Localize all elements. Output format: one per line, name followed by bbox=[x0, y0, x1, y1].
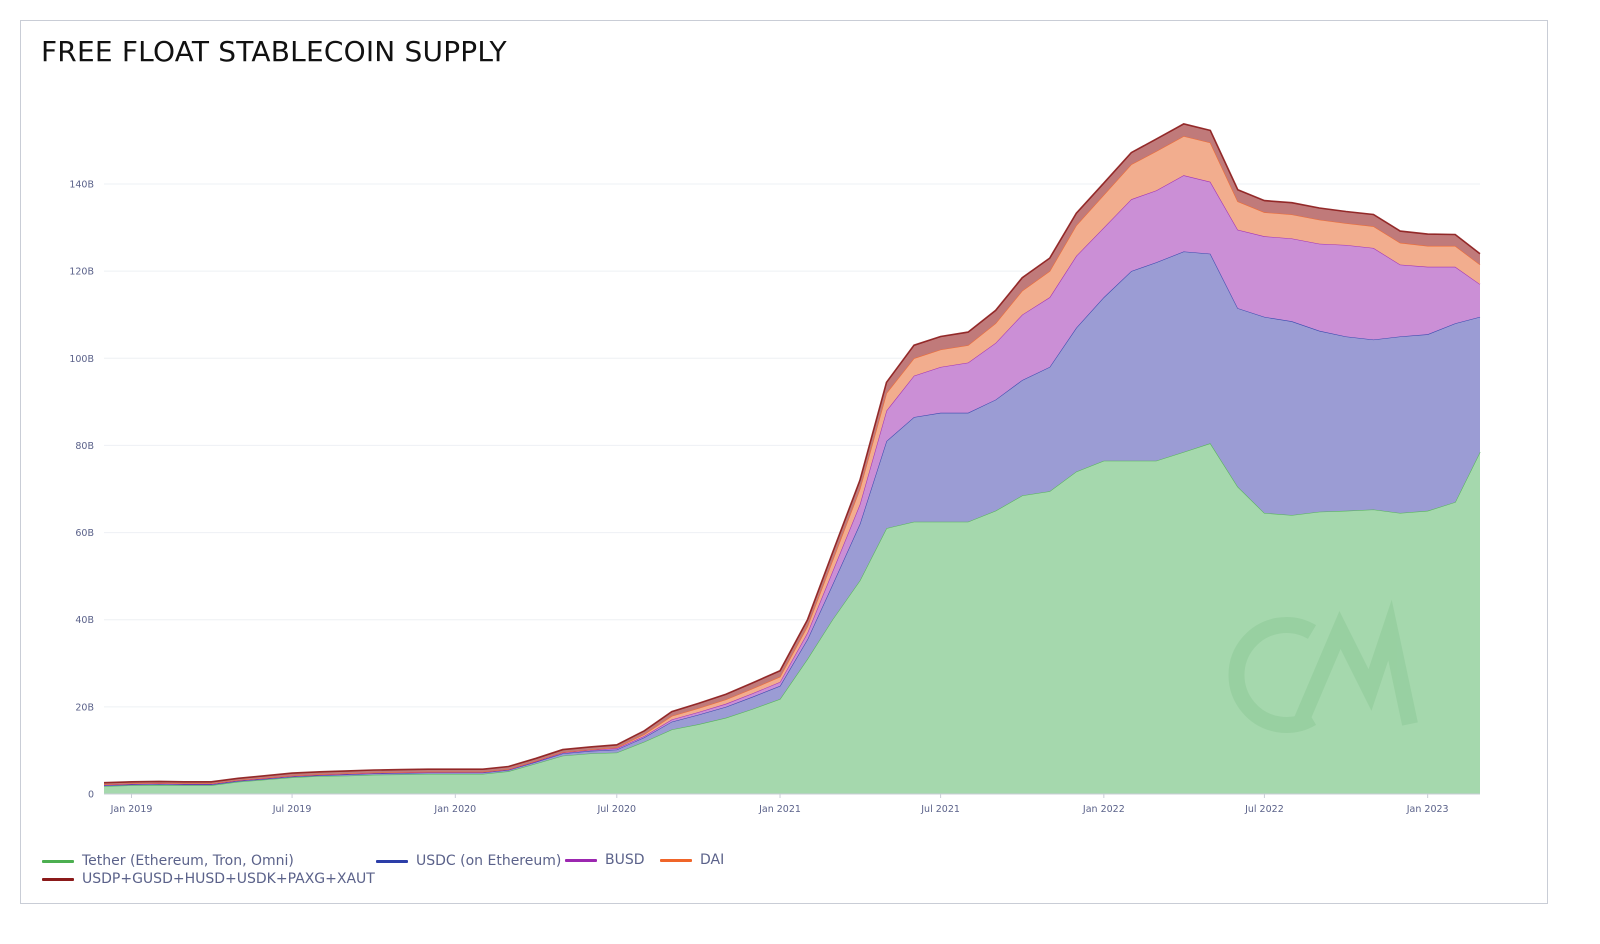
y-tick-label: 60B bbox=[75, 528, 94, 539]
x-tick-label: Jan 2020 bbox=[433, 804, 476, 815]
legend-item-others[interactable]: USDP+GUSD+HUSD+USDK+PAXG+XAUT bbox=[42, 871, 375, 887]
x-tick-label: Jul 2020 bbox=[596, 804, 636, 815]
legend-label-usdc: USDC (on Ethereum) bbox=[416, 853, 562, 869]
chart-title: FREE FLOAT STABLECOIN SUPPLY bbox=[41, 35, 507, 68]
y-tick-label: 80B bbox=[75, 441, 94, 452]
legend-swatch-usdc bbox=[376, 859, 408, 863]
legend-swatch-tether bbox=[42, 859, 74, 863]
legend-swatch-busd bbox=[565, 858, 597, 862]
x-tick-label: Jul 2021 bbox=[920, 804, 960, 815]
legend-label-tether: Tether (Ethereum, Tron, Omni) bbox=[82, 853, 294, 869]
legend-item-usdc[interactable]: USDC (on Ethereum) bbox=[376, 853, 561, 869]
x-tick-label: Jul 2019 bbox=[272, 804, 312, 815]
legend-label-busd: BUSD bbox=[605, 852, 645, 868]
x-tick-label: Jan 2021 bbox=[758, 804, 801, 815]
cm-watermark-logo bbox=[1228, 599, 1418, 733]
axes: 0 20B 40B 60B 80B 100B 120B 140B Jan 2019 Jul 201… bbox=[69, 180, 1480, 815]
y-tick-label: 140B bbox=[69, 180, 94, 191]
y-tick-label: 100B bbox=[69, 354, 94, 365]
series-line-others bbox=[103, 123, 1481, 784]
legend-label-dai: DAI bbox=[700, 852, 725, 868]
legend-item-dai[interactable]: DAI bbox=[660, 852, 724, 868]
area-busd bbox=[104, 175, 1480, 786]
x-tick-label: Jan 2023 bbox=[1406, 804, 1449, 815]
area-usdc bbox=[104, 251, 1480, 787]
area-tether bbox=[104, 443, 1480, 794]
y-tick-label: 40B bbox=[75, 615, 94, 626]
legend-swatch-others bbox=[42, 877, 74, 881]
legend-item-tether[interactable]: Tether (Ethereum, Tron, Omni) bbox=[42, 853, 294, 869]
y-tick-label: 20B bbox=[75, 702, 94, 713]
stacked-areas bbox=[103, 123, 1481, 794]
legend-swatch-dai bbox=[660, 858, 692, 862]
area-others bbox=[104, 123, 1480, 785]
x-tick-label: Jul 2022 bbox=[1244, 804, 1284, 815]
legend-item-busd[interactable]: BUSD bbox=[565, 852, 645, 868]
legend-label-others: USDP+GUSD+HUSD+USDK+PAXG+XAUT bbox=[82, 871, 375, 887]
y-tick-label: 120B bbox=[69, 267, 94, 278]
y-tick-label: 0 bbox=[88, 790, 94, 801]
x-tick-label: Jan 2022 bbox=[1082, 804, 1125, 815]
x-tick-label: Jan 2019 bbox=[110, 804, 153, 815]
